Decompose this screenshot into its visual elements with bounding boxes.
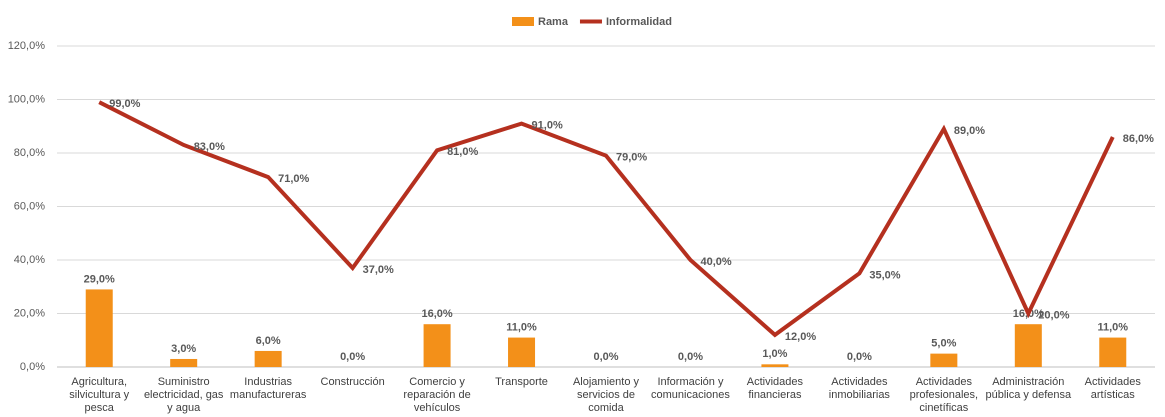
bar bbox=[423, 324, 451, 367]
data-label: 11,0% bbox=[1097, 321, 1128, 333]
y-tick-label: 20,0% bbox=[14, 307, 45, 319]
data-label: 0,0% bbox=[593, 351, 618, 363]
x-tick-label: Actividades profesionales, cinetíficas bbox=[909, 376, 979, 414]
data-label: 3,0% bbox=[171, 343, 196, 355]
data-label: 40,0% bbox=[700, 256, 731, 268]
x-tick-label: Información y comunicaciones bbox=[651, 376, 730, 401]
x-tick-label: Administración pública y defensa bbox=[985, 376, 1072, 401]
data-label: 89,0% bbox=[954, 125, 985, 137]
legend-label: Rama bbox=[538, 16, 569, 28]
y-tick-label: 100,0% bbox=[8, 93, 46, 105]
data-label: 0,0% bbox=[340, 351, 365, 363]
y-tick-label: 0,0% bbox=[20, 361, 45, 373]
y-tick-label: 120,0% bbox=[8, 40, 46, 52]
x-tick-label: Industrias manufactureras bbox=[229, 376, 307, 401]
x-tick-label: Suministro electricidad, gas y agua bbox=[143, 376, 224, 414]
legend-swatch bbox=[512, 17, 534, 26]
data-label: 0,0% bbox=[678, 351, 703, 363]
line bbox=[98, 100, 1115, 338]
data-label: 79,0% bbox=[616, 152, 647, 164]
data-label: 0,0% bbox=[847, 351, 872, 363]
x-tick-label: Comercio y reparación de vehículos bbox=[403, 376, 471, 414]
data-label: 81,0% bbox=[447, 146, 478, 158]
bar bbox=[1099, 337, 1127, 367]
data-label: 29,0% bbox=[84, 273, 115, 285]
x-tick-label: Transporte bbox=[495, 376, 548, 388]
data-label: 35,0% bbox=[869, 269, 900, 281]
data-label: 71,0% bbox=[278, 173, 309, 185]
data-label: 83,0% bbox=[194, 141, 225, 153]
bar bbox=[85, 289, 113, 367]
data-label: 16,0% bbox=[421, 308, 452, 320]
y-tick-label: 40,0% bbox=[14, 254, 45, 266]
data-label: 6,0% bbox=[256, 335, 281, 347]
bar bbox=[170, 358, 198, 367]
data-label: 86,0% bbox=[1123, 133, 1154, 145]
data-label: 1,0% bbox=[762, 348, 787, 360]
x-tick-label: Agricultura, silvicultura y pesca bbox=[69, 376, 130, 414]
x-tick-label: Actividades artísticas bbox=[1084, 376, 1141, 401]
data-label: 91,0% bbox=[532, 119, 563, 131]
data-label: 5,0% bbox=[931, 338, 956, 350]
data-label: 12,0% bbox=[785, 331, 816, 343]
x-tick-label: Actividades financieras bbox=[746, 376, 804, 401]
legend-label: Informalidad bbox=[606, 16, 672, 28]
y-tick-label: 80,0% bbox=[14, 147, 45, 159]
x-tick-label: Construcción bbox=[320, 376, 385, 388]
data-label: 99,0% bbox=[109, 98, 140, 110]
data-label: 11,0% bbox=[506, 321, 537, 333]
x-tick-label: Actividades inmobiliarias bbox=[828, 376, 890, 401]
data-label: 37,0% bbox=[363, 264, 394, 276]
x-tick-label: Alojamiento y servicios de comida bbox=[572, 376, 640, 414]
bar bbox=[930, 353, 958, 367]
data-label: 20,0% bbox=[1038, 309, 1069, 321]
bar bbox=[761, 364, 789, 367]
bar bbox=[1014, 324, 1042, 367]
y-tick-label: 60,0% bbox=[14, 200, 45, 212]
bar bbox=[254, 350, 282, 367]
bar bbox=[508, 337, 536, 367]
